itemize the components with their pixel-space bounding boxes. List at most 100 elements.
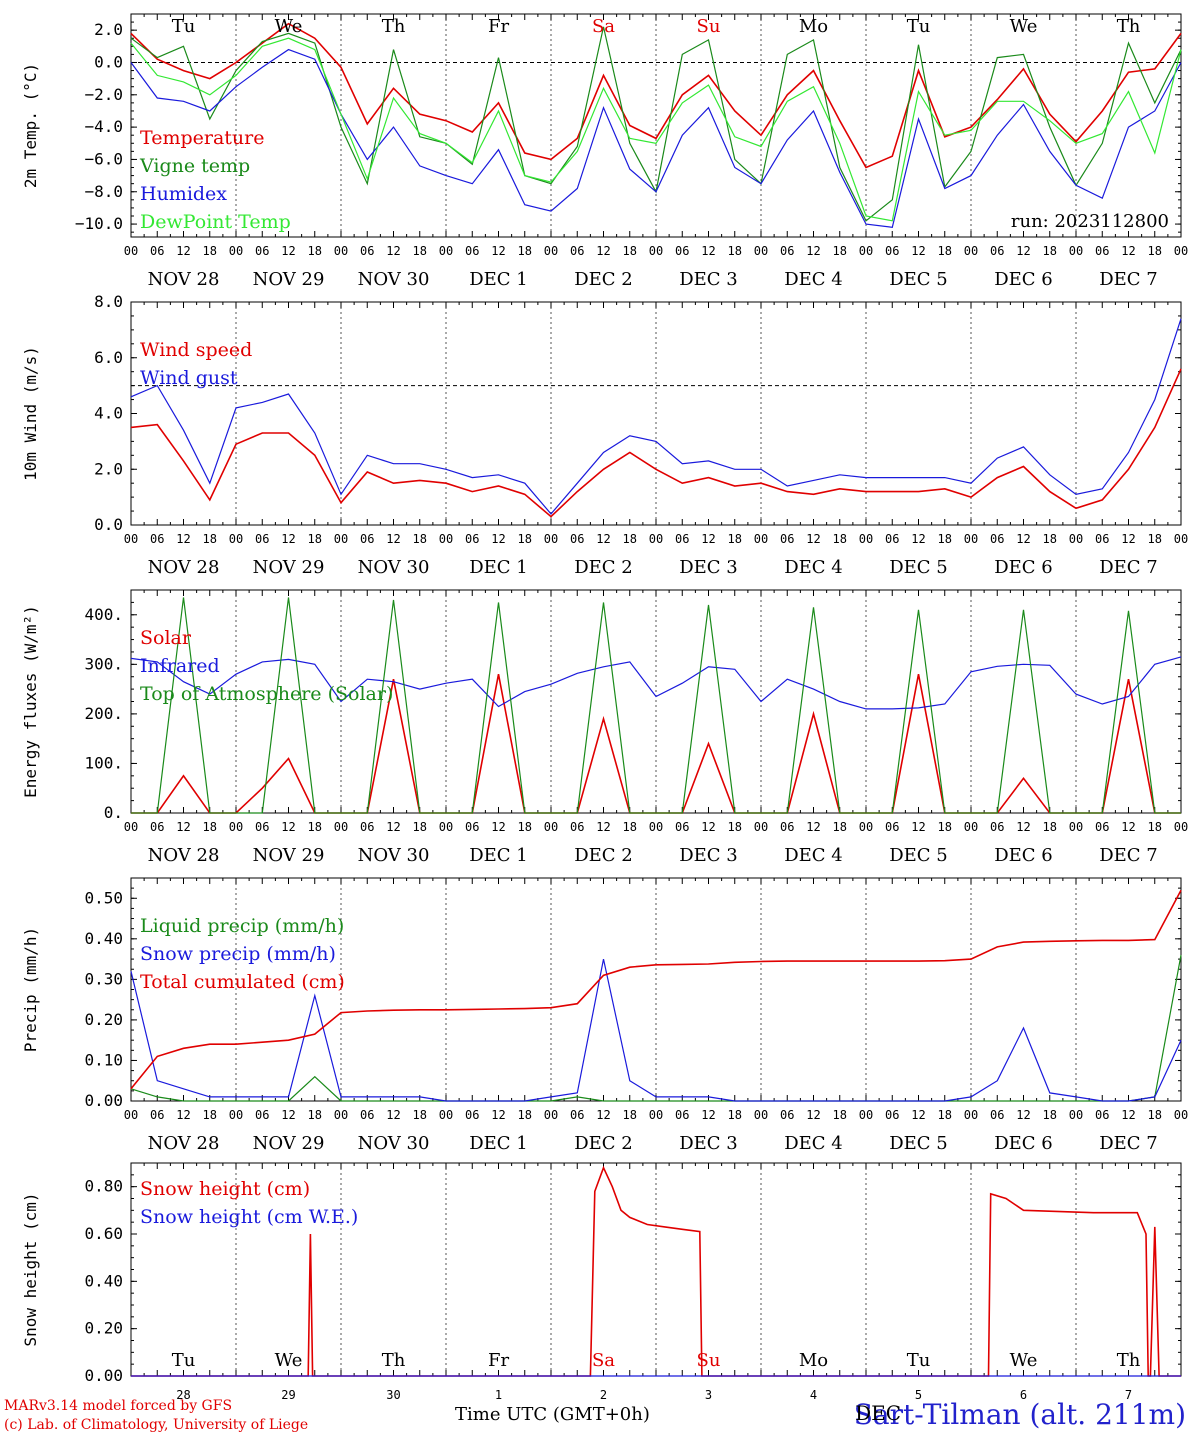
y-tick-label: −2.0 (84, 85, 123, 104)
x-tick-label: 12 (596, 1108, 610, 1122)
x-tick-label: 06 (360, 532, 374, 546)
date-label: NOV 28 (148, 845, 220, 866)
day-number-label: 7 (1125, 1388, 1132, 1402)
x-tick-label: 18 (833, 532, 847, 546)
x-tick-label: 18 (623, 1108, 637, 1122)
x-tick-label: 18 (728, 244, 742, 258)
date-label: DEC 6 (994, 1133, 1053, 1154)
date-label: DEC 7 (1099, 845, 1158, 866)
y-tick-label: 0.30 (84, 969, 123, 988)
x-tick-label: 06 (675, 244, 689, 258)
legend-entry: Temperature (140, 127, 264, 149)
y-axis-label: 10m Wind (m/s) (21, 346, 40, 481)
x-tick-label: 18 (1043, 244, 1057, 258)
date-label: NOV 28 (148, 1133, 220, 1154)
x-tick-label: 06 (150, 1108, 164, 1122)
x-tick-label: 00 (1174, 244, 1188, 258)
x-tick-label: 00 (439, 820, 453, 834)
date-label: NOV 28 (148, 557, 220, 578)
x-tick-label: 12 (806, 244, 820, 258)
x-tick-label: 12 (1121, 532, 1135, 546)
x-tick-label: 12 (806, 820, 820, 834)
day-number-label: 30 (386, 1388, 400, 1402)
x-tick-label: 00 (124, 820, 138, 834)
x-tick-label: 00 (1069, 532, 1083, 546)
x-tick-label: 06 (675, 532, 689, 546)
weekday-label: Mo (799, 16, 828, 37)
series-line-dewpoint-temp (130, 37, 1182, 222)
x-tick-label: 06 (465, 820, 479, 834)
station-label: Sart-Tilman (alt. 211m) (853, 1398, 1186, 1431)
series-line-infrared (130, 656, 1182, 710)
x-tick-label: 12 (386, 244, 400, 258)
x-tick-label: 12 (701, 532, 715, 546)
x-tick-label: 18 (413, 820, 427, 834)
date-label: DEC 1 (469, 557, 528, 578)
legend-entry: Infrared (140, 655, 220, 677)
panel-4: 0.00 0.10 0.20 0.30 0.40 0.50 Precip (mm/h) Liq… (21, 877, 1188, 1154)
x-tick-label: 00 (859, 1108, 873, 1122)
y-tick-label: 0.50 (84, 888, 123, 907)
series-line-humidex (130, 48, 1182, 228)
legend-entry: Top of Atmosphere (Solar) (140, 683, 393, 705)
legend-entry: Snow height (cm W.E.) (140, 1206, 358, 1228)
x-tick-label: 12 (1121, 820, 1135, 834)
x-tick-label: 06 (465, 244, 479, 258)
date-label: NOV 29 (253, 1133, 325, 1154)
legend-entry: Solar (140, 627, 192, 649)
date-label: DEC 7 (1099, 1133, 1158, 1154)
y-tick-label: −4.0 (84, 117, 123, 136)
weekday-label: Tu (907, 1350, 931, 1371)
x-tick-label: 18 (623, 820, 637, 834)
x-tick-label: 06 (465, 1108, 479, 1122)
x-tick-label: 12 (701, 1108, 715, 1122)
x-tick-label: 18 (938, 244, 952, 258)
x-tick-label: 06 (990, 820, 1004, 834)
weekday-label: We (1010, 1350, 1038, 1371)
y-axis-label: Precip (mm/h) (21, 927, 40, 1052)
x-tick-label: 18 (518, 244, 532, 258)
day-number-label: 4 (810, 1388, 817, 1402)
x-tick-label: 12 (386, 820, 400, 834)
x-tick-label: 00 (754, 1108, 768, 1122)
y-tick-label: 100. (84, 753, 123, 772)
x-tick-label: 12 (911, 820, 925, 834)
date-label: DEC 5 (889, 1133, 948, 1154)
y-tick-label: 0.0 (94, 515, 123, 534)
x-tick-label: 12 (176, 244, 190, 258)
date-label: NOV 28 (148, 269, 220, 290)
date-label: DEC 2 (574, 557, 633, 578)
weekday-label: Fr (488, 16, 509, 37)
x-tick-label: 12 (596, 532, 610, 546)
x-tick-label: 00 (544, 1108, 558, 1122)
model-credit: MARv3.14 model forced by GFS (4, 1398, 233, 1414)
x-tick-label: 18 (413, 532, 427, 546)
x-tick-label: 18 (833, 820, 847, 834)
x-tick-label: 00 (649, 244, 663, 258)
date-label: DEC 2 (574, 269, 633, 290)
x-tick-label: 00 (649, 1108, 663, 1122)
x-tick-label: 18 (1043, 820, 1057, 834)
weekday-label: We (275, 1350, 303, 1371)
x-tick-label: 00 (649, 532, 663, 546)
date-label: NOV 29 (253, 269, 325, 290)
x-tick-label: 00 (1069, 1108, 1083, 1122)
date-label: NOV 30 (358, 845, 430, 866)
day-number-label: 28 (176, 1388, 190, 1402)
x-tick-label: 12 (491, 244, 505, 258)
x-tick-label: 18 (623, 532, 637, 546)
x-tick-label: 06 (360, 1108, 374, 1122)
legend-entry: Humidex (140, 183, 227, 205)
x-tick-label: 12 (281, 1108, 295, 1122)
date-label: DEC 2 (574, 845, 633, 866)
x-tick-label: 12 (176, 820, 190, 834)
x-tick-label: 00 (229, 1108, 243, 1122)
y-axis-label: Energy fluxes (W/m²) (21, 605, 40, 798)
x-tick-label: 12 (806, 532, 820, 546)
legend-entry: Liquid precip (mm/h) (140, 915, 344, 937)
y-tick-label: 0.20 (84, 1319, 123, 1338)
date-label: DEC 3 (679, 269, 738, 290)
x-tick-label: 18 (938, 820, 952, 834)
date-label: DEC 4 (784, 845, 843, 866)
x-tick-label: 00 (334, 244, 348, 258)
